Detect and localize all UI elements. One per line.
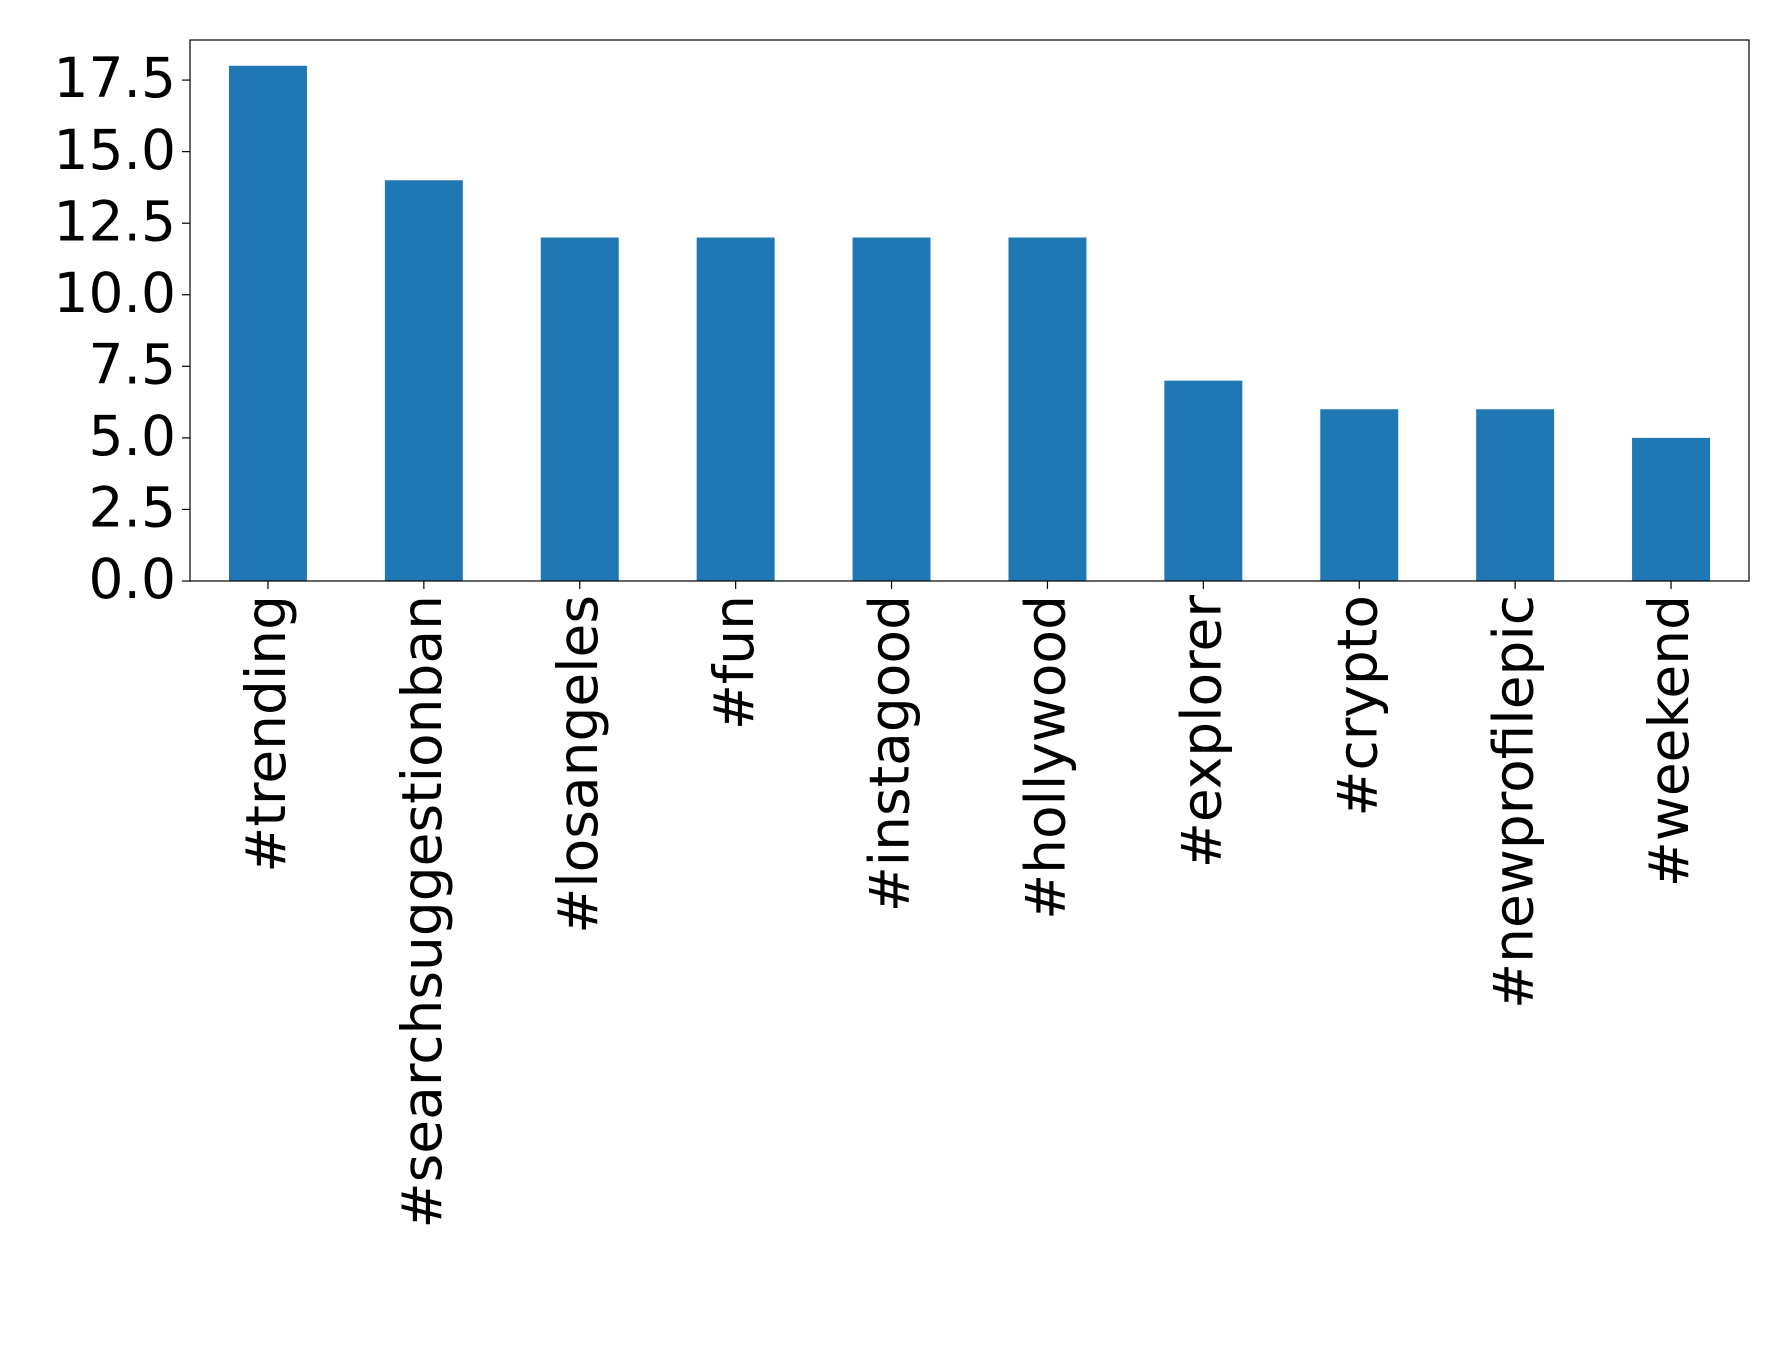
bar xyxy=(696,237,775,581)
y-tick-label: 12.5 xyxy=(54,189,176,253)
x-tick-label: #trending xyxy=(234,595,298,873)
x-tick-label: #crypto xyxy=(1325,595,1389,817)
bar xyxy=(852,237,931,581)
bar xyxy=(1164,380,1243,581)
axes-frame xyxy=(189,39,1750,582)
x-tick-label: #fun xyxy=(702,595,766,730)
x-tick-label: #losangeles xyxy=(546,595,610,934)
y-tick-label: 10.0 xyxy=(54,261,176,325)
bar xyxy=(1008,237,1087,581)
y-tick-label: 7.5 xyxy=(89,332,176,396)
x-tick-label: #weekend xyxy=(1637,595,1701,887)
x-tick-label: #hollywood xyxy=(1014,595,1078,920)
y-tick-label: 0.0 xyxy=(89,547,176,611)
y-tick-label: 2.5 xyxy=(89,476,176,540)
bar xyxy=(1632,437,1711,581)
y-tick-label: 15.0 xyxy=(54,118,176,182)
bar xyxy=(1476,409,1555,581)
y-tick-label: 17.5 xyxy=(54,46,176,110)
y-tick-label: 5.0 xyxy=(89,404,176,468)
bar xyxy=(540,237,619,581)
bar xyxy=(1320,409,1399,581)
x-tick-label: #searchsuggestionban xyxy=(390,595,454,1228)
bar xyxy=(384,180,463,581)
x-tick-label: #instagood xyxy=(858,595,922,912)
x-tick-label: #newprofilepic xyxy=(1481,595,1545,1009)
x-tick-label: #explorer xyxy=(1169,595,1233,869)
bar xyxy=(228,65,307,581)
